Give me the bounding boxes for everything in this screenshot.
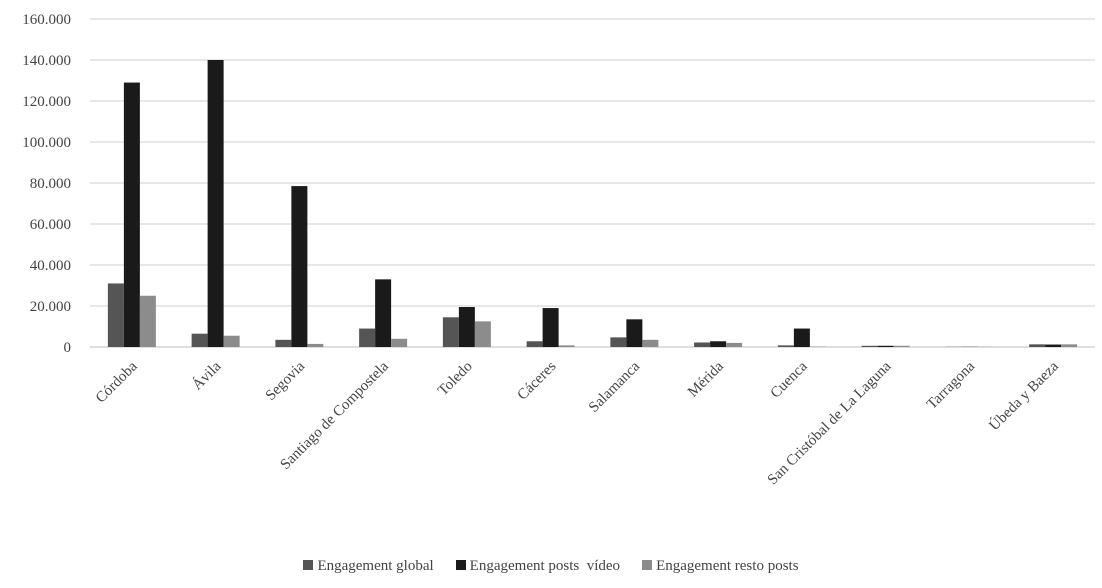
legend-label: Engagement global <box>317 558 434 574</box>
bar <box>191 333 208 347</box>
bar <box>626 319 643 347</box>
bar <box>359 328 376 347</box>
bar <box>442 317 459 347</box>
bar <box>458 307 475 347</box>
y-axis-ticks: 0 20.000 40.000 60.000 80.000 100.000 120.000 1… <box>22 12 71 356</box>
bar <box>207 60 224 347</box>
bar <box>107 283 124 347</box>
bar <box>793 328 810 347</box>
bar <box>642 339 659 347</box>
bar <box>223 335 240 347</box>
bar <box>777 345 794 347</box>
gridlines <box>90 18 1095 348</box>
y-tick-label: 60.000 <box>30 217 71 233</box>
bar <box>1045 344 1062 347</box>
bar <box>139 295 156 347</box>
y-tick-label: 20.000 <box>30 299 71 315</box>
x-category-label: Tarragona <box>924 358 978 412</box>
y-tick-label: 120.000 <box>22 94 71 110</box>
x-category-label: Úbeda y Baeza <box>986 358 1062 434</box>
bar <box>610 337 627 347</box>
bar <box>710 341 727 347</box>
x-category-label: Mérida <box>685 358 727 400</box>
legend-swatch <box>455 560 466 570</box>
y-tick-label: 0 <box>64 340 72 356</box>
y-tick-label: 100.000 <box>22 135 71 151</box>
bar <box>694 342 711 347</box>
x-category-label: Cáceres <box>515 358 560 403</box>
x-category-label: Salamanca <box>586 358 643 415</box>
bar <box>861 345 878 347</box>
bar <box>542 308 559 347</box>
bar <box>275 339 292 347</box>
bar <box>1061 344 1078 347</box>
bar <box>558 345 575 347</box>
x-category-label: Ávila <box>189 358 225 394</box>
y-tick-label: 80.000 <box>30 176 71 192</box>
legend-swatch <box>303 560 314 570</box>
bar <box>291 186 308 347</box>
x-category-label: Toledo <box>435 359 476 400</box>
x-category-label: Cuenca <box>768 358 811 401</box>
legend-item: Engagement posts vídeo <box>455 558 621 575</box>
legend-item: Engagement global <box>303 558 434 575</box>
y-tick-label: 160.000 <box>22 12 71 28</box>
bar <box>1029 344 1046 347</box>
x-category-label: Córdoba <box>93 358 141 406</box>
bar <box>391 338 408 347</box>
legend-item: Engagement resto posts <box>642 558 799 575</box>
x-category-label: Segovia <box>263 358 309 404</box>
y-tick-label: 140.000 <box>22 53 71 69</box>
bar <box>123 82 140 348</box>
legend-swatch <box>642 560 653 570</box>
bar <box>526 341 543 347</box>
legend: Engagement global Engagement posts vídeo E… <box>0 558 1102 575</box>
y-tick-label: 40.000 <box>30 258 71 274</box>
legend-label: Engagement posts vídeo <box>469 558 621 574</box>
bar <box>307 343 324 347</box>
bar <box>893 345 910 347</box>
bar <box>474 321 491 347</box>
legend-label: Engagement resto posts <box>656 558 799 574</box>
bar <box>877 345 894 347</box>
bars <box>107 60 1078 348</box>
bar <box>726 342 743 347</box>
bar <box>375 279 392 347</box>
